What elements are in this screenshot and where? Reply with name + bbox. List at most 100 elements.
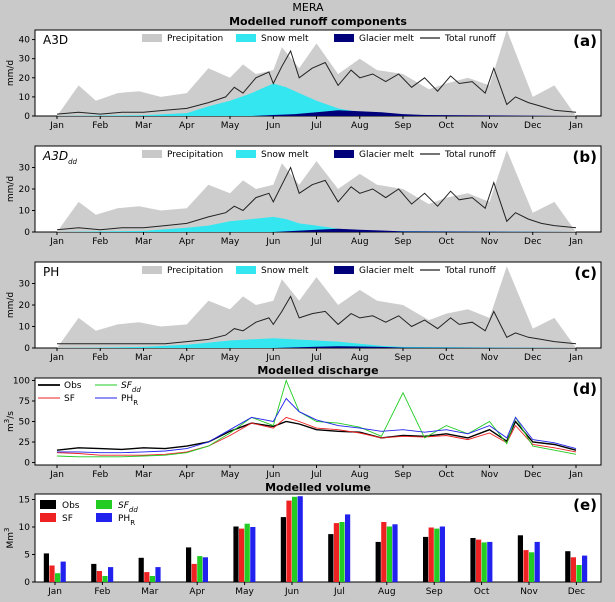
volume-bar-sf: [381, 522, 387, 582]
volume-bar-sf: [239, 528, 245, 582]
runoff-1-xtick-label: Apr: [179, 121, 195, 131]
discharge-xtick-label: Mar: [135, 470, 152, 480]
runoff-3-ytick-label: 30: [19, 280, 31, 290]
runoff-2-xtick-label: Jun: [265, 237, 280, 247]
runoff-2-legend-label: Precipitation: [167, 150, 223, 160]
runoff-2-xtick-label: May: [221, 237, 240, 247]
discharge-series-sf_dd: [56, 379, 577, 458]
runoff-1-xtick-label: Nov: [481, 121, 499, 131]
runoff-2-series-precipitation: [57, 150, 576, 232]
volume-legend-swatch: [96, 500, 112, 509]
figure-suptitle: MERA: [292, 1, 324, 14]
runoff-2-xtick-label: Nov: [481, 237, 499, 247]
volume-xtick-label: Aug: [378, 587, 396, 597]
runoff-1-xtick-label: Aug: [351, 121, 369, 131]
runoff-2-legend-label: Snow melt: [261, 150, 309, 160]
volume-xtick-label: Oct: [474, 587, 490, 597]
discharge-ylabel: m3/s: [3, 411, 16, 432]
runoff-2-legend-label: Glacier melt: [359, 150, 414, 160]
runoff-3-xtick-label: Oct: [438, 353, 454, 363]
volume-xtick-label: Jan: [47, 587, 62, 597]
volume-ylabel: Mm3: [3, 527, 16, 548]
runoff-1-series-precipitation: [57, 30, 576, 116]
volume-bar-ph_r: [155, 567, 161, 582]
volume-bar-ph_r: [487, 541, 493, 582]
runoff-3-ytick-label: 10: [19, 323, 31, 333]
volume-xtick-label: Mar: [141, 587, 158, 597]
runoff-3-legend-swatch: [334, 266, 354, 274]
runoff-2-xtick-label: Dec: [524, 237, 541, 247]
volume-plot-area: [34, 493, 602, 583]
runoff-1-ylabel: mm/d: [6, 60, 16, 86]
runoff-1-xtick-label: Dec: [524, 121, 541, 131]
volume-bar-obs: [186, 547, 192, 582]
runoff-3-xtick-label: Apr: [179, 353, 195, 363]
runoff-3-legend-swatch: [236, 266, 256, 274]
runoff-3-xtick-label: Jan: [49, 353, 64, 363]
volume-bar-ph_r: [392, 524, 398, 583]
volume-xtick-label: Feb: [94, 587, 110, 597]
runoff-3-legend-swatch: [142, 266, 162, 274]
runoff-3-legend-label: Snow melt: [261, 266, 309, 276]
volume-bar-sf: [570, 557, 576, 583]
runoff-1-tag: (a): [573, 32, 597, 50]
runoff-3-series-precipitation: [57, 266, 576, 348]
runoff-3-tag: (c): [574, 264, 597, 282]
volume-xtick-label: Dec: [568, 587, 585, 597]
runoff-1-legend-swatch: [142, 34, 162, 42]
volume-bar-sf: [191, 563, 197, 582]
runoff-1-xtick-label: Jan: [49, 121, 64, 131]
volume-xtick-label: May: [235, 587, 254, 597]
discharge-xtick-label: Jan: [568, 470, 583, 480]
discharge-ytick-label: 75: [19, 397, 30, 407]
volume-legend-label: SFdd: [118, 501, 138, 514]
runoff-1-xtick-label: May: [221, 121, 240, 131]
volume-bar-sf_dd: [197, 556, 203, 582]
runoff-3-xtick-label: Mar: [135, 353, 152, 363]
runoff-1-xtick-label: Jul: [310, 121, 322, 131]
runoff-1-legend-swatch: [334, 34, 354, 42]
runoff-2-xtick-label: Mar: [135, 237, 152, 247]
runoff-2-series-snow-melt: [57, 216, 576, 232]
panels: 0 10 20 30 40 Jan Feb Mar Apr May Jun Jul Aug Sep Oct N…: [3, 29, 602, 597]
runoff-1-ytick-label: 20: [19, 74, 31, 84]
discharge-legend-label: Obs: [64, 381, 82, 391]
volume-bar-sf: [476, 539, 482, 582]
volume-ytick-label: 5: [24, 551, 30, 561]
runoff-2-xtick-label: Jul: [310, 237, 322, 247]
volume-legend-label: PHR: [118, 514, 135, 527]
discharge-ytick-label: 25: [19, 438, 30, 448]
runoff-2-xtick-label: Jan: [568, 237, 583, 247]
runoff-1-xtick-label: Jan: [568, 121, 583, 131]
volume-bar-sf_dd: [292, 496, 298, 583]
volume-bar-obs: [565, 551, 571, 582]
runoff-1-xtick-label: Feb: [92, 121, 108, 131]
runoff-title: Modelled runoff components: [229, 15, 407, 28]
runoff-2-legend-swatch: [142, 150, 162, 158]
runoff-3-legend-label: Total runoff: [444, 266, 496, 276]
runoff-1-legend-label: Precipitation: [167, 34, 223, 44]
volume-bar-ph_r: [439, 526, 445, 582]
volume-bar-sf_dd: [529, 552, 535, 582]
runoff-2-xtick-label: Aug: [351, 237, 369, 247]
runoff-3-name: PH: [43, 265, 59, 279]
runoff-2-xtick-label: Oct: [438, 237, 454, 247]
runoff-1-legend-label: Total runoff: [444, 34, 496, 44]
runoff-2-legend-swatch: [334, 150, 354, 158]
runoff-1-xtick-label: Mar: [135, 121, 152, 131]
runoff-2-ylabel: mm/d: [6, 176, 16, 202]
volume-bar-sf: [523, 550, 529, 582]
volume-bar-sf_dd: [244, 523, 250, 582]
runoff-1-series-glacier-melt: [57, 110, 576, 116]
runoff-3-legend-label: Glacier melt: [359, 266, 414, 276]
volume-title: Modelled volume: [265, 481, 371, 494]
volume-legend-swatch: [40, 513, 56, 522]
discharge-xtick-label: Feb: [92, 470, 108, 480]
runoff-1-name: A3D: [43, 33, 68, 47]
volume-ytick-label: 15: [19, 496, 30, 506]
discharge-series-ph_r: [57, 397, 577, 454]
runoff-2-xtick-label: Sep: [395, 237, 412, 247]
volume-tag: (e): [573, 496, 597, 514]
discharge-series-sf: [56, 416, 577, 456]
